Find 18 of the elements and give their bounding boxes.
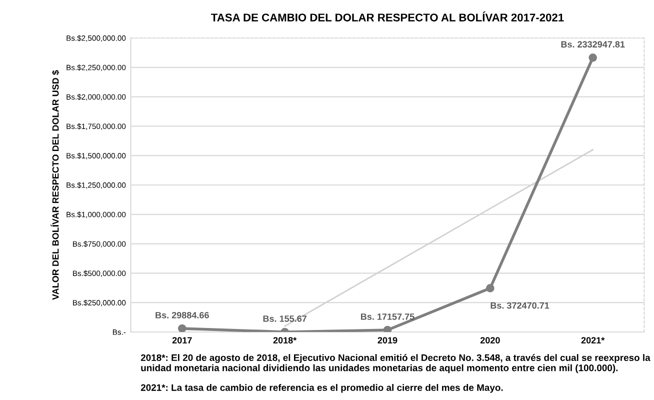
- x-tick-label: 2020: [480, 337, 500, 344]
- point: [178, 324, 186, 332]
- y-axis-title: VALOR DEL BOLÍVAR RESPECTO DEL DOLAR USD $: [50, 70, 60, 300]
- point: [588, 53, 598, 62]
- text: 2021*: La tasa de cambio de referencia es el promedio al cierre del mes de Mayo.: [140, 384, 503, 393]
- x-tick-label: 2018*: [273, 337, 297, 344]
- chart-title: TASA DE CAMBIO DEL DOLAR RESPECTO AL BOLÍVAR 2017-2021: [211, 11, 564, 22]
- x-tick-label: 2021*: [581, 337, 605, 344]
- data-label: Bs. 17157.75: [360, 314, 414, 320]
- data-label: Bs. 29884.66: [156, 312, 209, 318]
- data-label: Bs. 2332947.81: [561, 41, 625, 48]
- point: [383, 326, 392, 332]
- x-tick-label: 2019: [378, 337, 398, 344]
- data-label: Bs. 155.67: [263, 315, 307, 322]
- text: 2018*: El 20 de agosto de 2018, el Ejecutivo Nacional emitió el Decreto No. 3.548, a través del cual se reexpreso la unidad monetaria nacional dividiendo las unidades monetarias de aquel momento entre cien mil (100.000).: [140, 354, 650, 374]
- data-label: Bs. 372470.71: [490, 302, 550, 309]
- point: [486, 284, 494, 292]
- x-tick-label: 2017: [172, 337, 192, 344]
